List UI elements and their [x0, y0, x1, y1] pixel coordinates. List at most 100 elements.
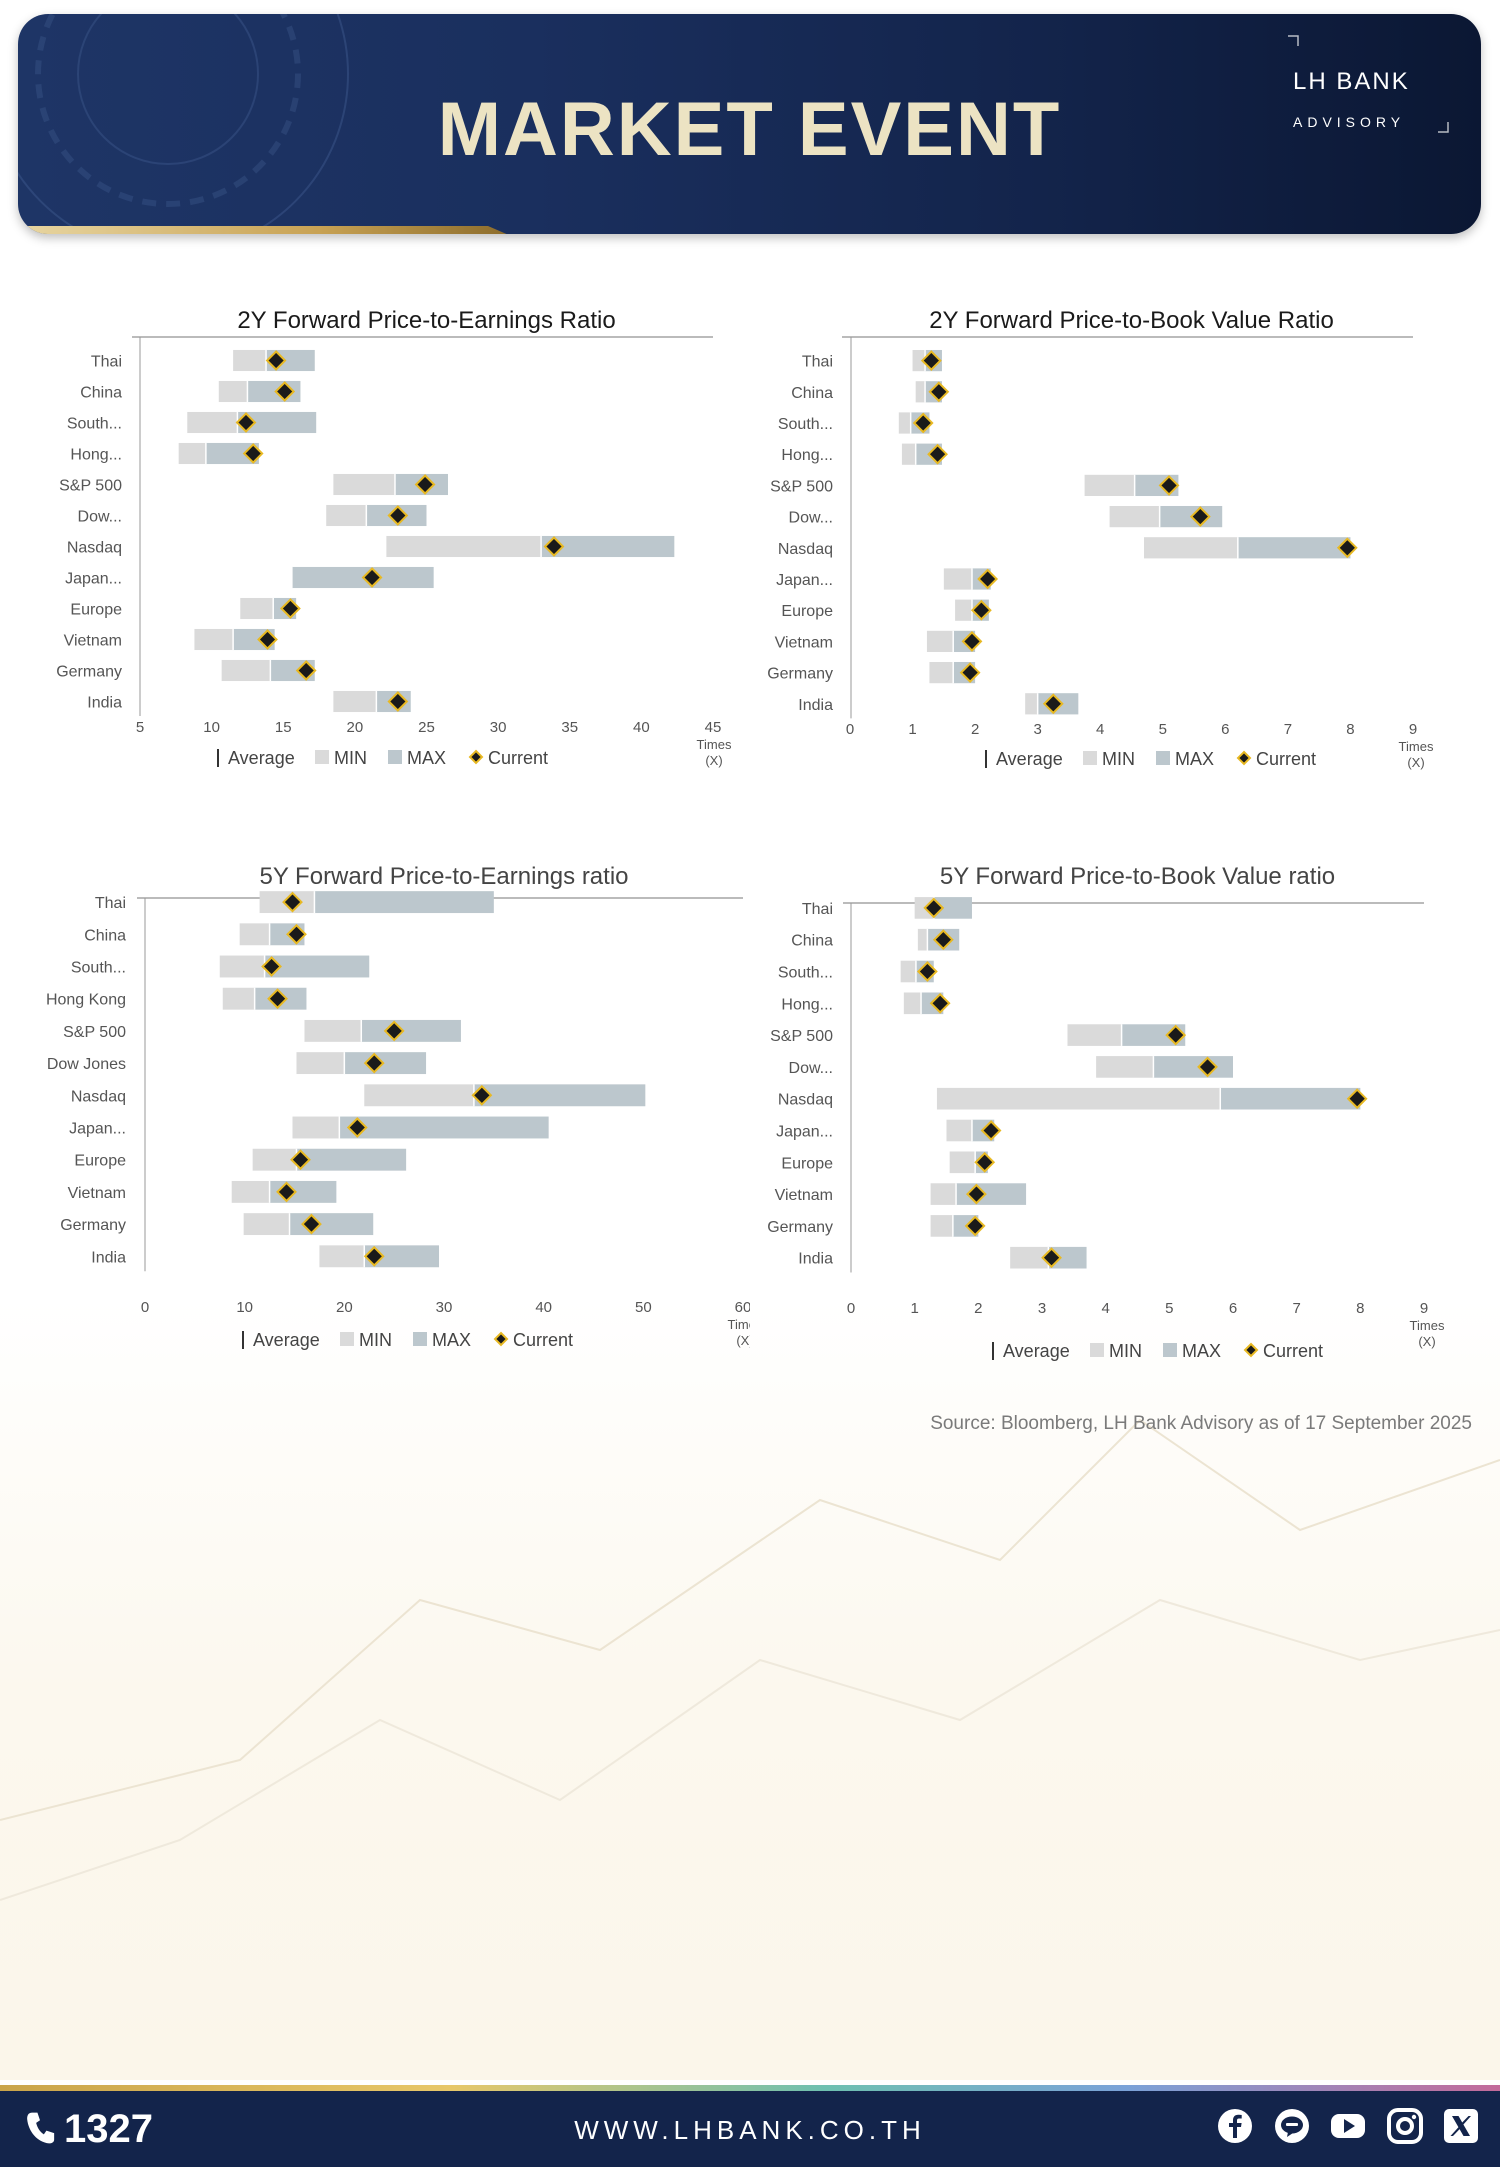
min-bar	[1144, 537, 1238, 559]
current-marker	[1158, 474, 1180, 496]
min-bar	[231, 1180, 270, 1203]
current-marker	[916, 961, 938, 982]
current-marker	[1197, 1056, 1218, 1078]
legend-current-label: Current	[1263, 1341, 1323, 1361]
x-tick-label: 0	[141, 1299, 149, 1316]
category-label: Vietnam	[64, 633, 122, 650]
legend-average-label: Average	[1003, 1341, 1070, 1361]
x-tick-label: 5	[1165, 1300, 1173, 1317]
chart-5y-pbv: 5Y Forward Price-to-Book Value ratio Thai…	[750, 850, 1500, 1380]
phone-number: 1327	[64, 2107, 153, 2151]
category-label: Germany	[60, 1217, 126, 1234]
instagram-icon[interactable]	[1386, 2107, 1424, 2145]
x-tick-label: 7	[1284, 721, 1292, 738]
category-label: Vietnam	[68, 1185, 126, 1202]
header-circuit-decoration	[18, 14, 1449, 234]
x-tick-label: 6	[1229, 1300, 1237, 1317]
axis-unit-label: Times	[728, 1317, 750, 1332]
legend-max-label: MAX	[1182, 1341, 1221, 1361]
current-marker	[242, 443, 264, 464]
max-bar	[1121, 1024, 1186, 1046]
max-bar	[296, 1148, 407, 1171]
min-bar	[333, 690, 377, 713]
current-marker	[257, 629, 278, 650]
youtube-icon[interactable]	[1329, 2107, 1367, 2145]
category-label: S&P 500	[770, 478, 833, 495]
x-tick-label: 45	[705, 719, 722, 736]
current-marker	[966, 1183, 987, 1205]
x-tick-label: 5	[136, 719, 144, 736]
current-marker	[929, 992, 951, 1014]
facebook-icon[interactable]	[1216, 2107, 1254, 2145]
category-label: Japan...	[776, 572, 833, 589]
category-label: India	[798, 1251, 833, 1268]
source-note: Source: Bloomberg, LH Bank Advisory as o…	[930, 1413, 1472, 1434]
chart-legend: Average MIN MAX Current	[992, 1341, 1323, 1361]
legend-max-swatch	[413, 1332, 427, 1346]
legend-current-swatch	[1243, 1342, 1259, 1358]
min-bar	[1010, 1246, 1049, 1269]
category-label: S&P 500	[59, 478, 122, 495]
category-label: Nasdaq	[71, 1088, 126, 1105]
x-tick-label: 9	[1420, 1300, 1428, 1317]
category-label: Europe	[781, 1155, 833, 1172]
category-label: Dow...	[789, 1060, 833, 1077]
current-marker	[923, 897, 945, 919]
min-bar	[221, 659, 271, 682]
current-marker	[959, 662, 981, 684]
chart-2y-pe: 2Y Forward Price-to-Earnings Ratio Thai Ch…	[0, 295, 750, 785]
x-tick-label: 40	[633, 719, 650, 736]
min-bar	[1096, 1056, 1154, 1078]
axis-unit-label: Times	[1410, 1318, 1445, 1333]
min-bar	[304, 1019, 362, 1042]
min-bar	[296, 1052, 345, 1075]
max-bar	[933, 897, 972, 919]
x-tick-label: 20	[336, 1299, 353, 1316]
phone-contact[interactable]: 1327	[24, 2107, 153, 2152]
axis-unit-label: (X)	[1418, 1334, 1435, 1349]
x-tick-label: 8	[1346, 721, 1354, 738]
legend-min-swatch	[1083, 751, 1097, 765]
category-label: Europe	[74, 1153, 126, 1170]
legend-min-label: MIN	[1109, 1341, 1142, 1361]
category-label: Dow Jones	[47, 1056, 126, 1073]
header-banner: MARKET EVENT LH BANK ADVISORY	[18, 14, 1481, 234]
legend-max-swatch	[1156, 751, 1170, 765]
current-marker	[301, 1213, 322, 1235]
min-bar	[898, 412, 911, 434]
x-tick-label: 20	[347, 719, 364, 736]
min-bar	[1109, 505, 1160, 528]
max-bar	[344, 1052, 427, 1075]
current-marker	[927, 443, 948, 465]
current-marker	[543, 536, 565, 557]
legend-current-swatch	[468, 749, 484, 765]
max-bar	[1220, 1087, 1361, 1110]
category-label: India	[87, 695, 122, 712]
category-label: Hong...	[781, 447, 833, 464]
max-bar	[1237, 537, 1351, 559]
min-bar	[1025, 693, 1038, 715]
min-bar	[187, 411, 238, 434]
min-bar	[1067, 1024, 1122, 1046]
category-label: Germany	[56, 664, 122, 681]
min-bar	[239, 923, 270, 946]
min-bar	[319, 1245, 365, 1268]
category-label: S&P 500	[63, 1024, 126, 1041]
min-bar	[949, 1151, 976, 1174]
legend-max-label: MAX	[407, 748, 446, 768]
min-bar	[240, 597, 274, 620]
min-bar	[946, 1119, 972, 1142]
category-label: China	[791, 385, 833, 402]
current-marker	[980, 1120, 1002, 1141]
legend-max-label: MAX	[432, 1330, 471, 1350]
current-marker	[276, 1181, 297, 1203]
website-link[interactable]: WWW.LHBANK.CO.TH	[574, 2115, 926, 2145]
x-icon[interactable]	[1442, 2107, 1480, 2145]
line-icon[interactable]	[1273, 2107, 1311, 2145]
category-label: Japan...	[65, 571, 122, 588]
chart-2y-pbv: 2Y Forward Price-to-Book Value Ratio Thai…	[750, 295, 1500, 785]
current-marker	[1042, 693, 1064, 715]
category-label: S&P 500	[770, 1028, 833, 1045]
current-marker	[387, 505, 409, 526]
current-marker	[961, 630, 983, 652]
